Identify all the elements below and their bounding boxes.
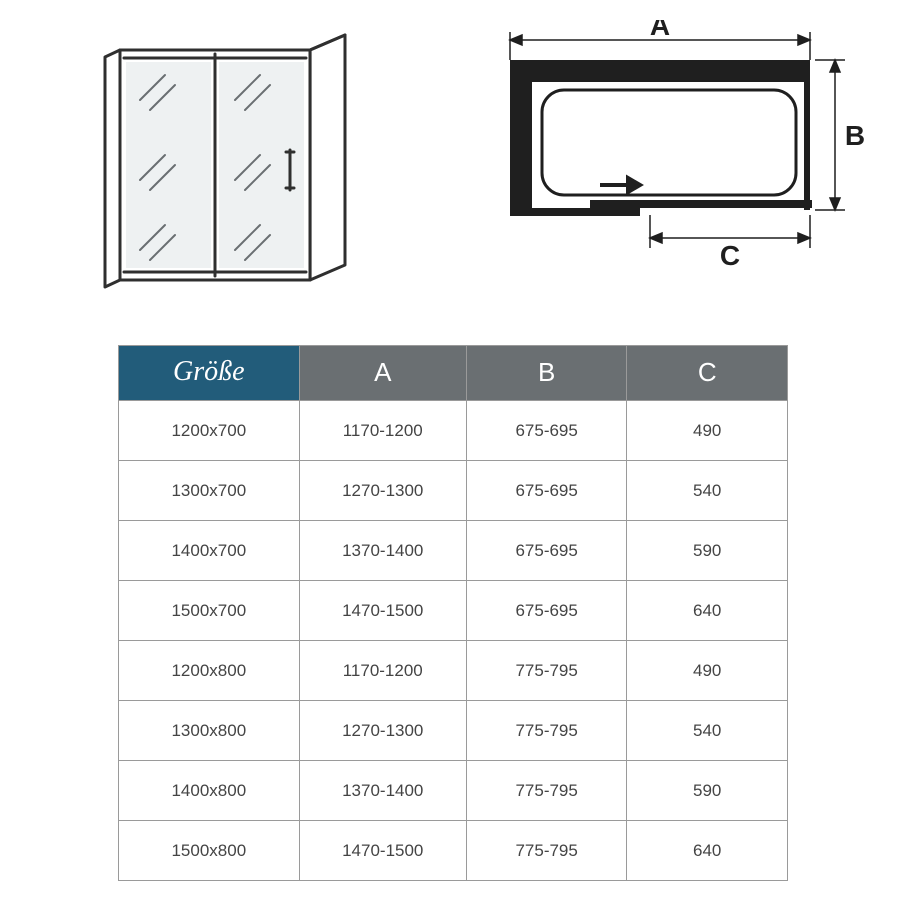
cell-size: 1200x800 (119, 641, 300, 701)
table-row: 1500x7001470-1500675-695640 (119, 581, 788, 641)
cell-c: 590 (627, 761, 788, 821)
dimensions-table: Größe A B C 1200x7001170-1200675-6954901… (118, 345, 788, 881)
cell-b: 775-795 (466, 821, 627, 881)
table-header-row: Größe A B C (119, 346, 788, 401)
cell-b: 675-695 (466, 521, 627, 581)
cell-a: 1170-1200 (299, 641, 466, 701)
cell-c: 540 (627, 461, 788, 521)
plan-view-diagram: A B (470, 20, 870, 280)
dim-label-a: A (650, 20, 670, 41)
dim-label-b: B (845, 120, 865, 151)
table-row: 1300x7001270-1300675-695540 (119, 461, 788, 521)
cell-a: 1370-1400 (299, 761, 466, 821)
cell-size: 1200x700 (119, 401, 300, 461)
cell-c: 590 (627, 521, 788, 581)
cell-size: 1500x800 (119, 821, 300, 881)
cell-a: 1370-1400 (299, 521, 466, 581)
table-row: 1200x8001170-1200775-795490 (119, 641, 788, 701)
cell-size: 1300x700 (119, 461, 300, 521)
cell-a: 1470-1500 (299, 821, 466, 881)
table-row: 1400x7001370-1400675-695590 (119, 521, 788, 581)
cell-a: 1470-1500 (299, 581, 466, 641)
cell-c: 490 (627, 641, 788, 701)
cell-a: 1270-1300 (299, 461, 466, 521)
cell-b: 675-695 (466, 461, 627, 521)
cell-size: 1400x700 (119, 521, 300, 581)
shower-door-isometric (100, 20, 360, 300)
col-header-b: B (466, 346, 627, 401)
cell-a: 1170-1200 (299, 401, 466, 461)
col-header-a: A (299, 346, 466, 401)
dim-label-c: C (720, 240, 740, 271)
col-header-c: C (627, 346, 788, 401)
table-row: 1400x8001370-1400775-795590 (119, 761, 788, 821)
cell-size: 1500x700 (119, 581, 300, 641)
table-row: 1500x8001470-1500775-795640 (119, 821, 788, 881)
cell-c: 540 (627, 701, 788, 761)
cell-size: 1400x800 (119, 761, 300, 821)
cell-size: 1300x800 (119, 701, 300, 761)
table-row: 1300x8001270-1300775-795540 (119, 701, 788, 761)
cell-b: 675-695 (466, 401, 627, 461)
cell-b: 775-795 (466, 761, 627, 821)
cell-c: 640 (627, 821, 788, 881)
col-header-size: Größe (119, 346, 300, 401)
cell-a: 1270-1300 (299, 701, 466, 761)
cell-c: 490 (627, 401, 788, 461)
diagram-panel: A B (100, 20, 860, 300)
cell-b: 775-795 (466, 641, 627, 701)
table-row: 1200x7001170-1200675-695490 (119, 401, 788, 461)
cell-b: 775-795 (466, 701, 627, 761)
cell-c: 640 (627, 581, 788, 641)
cell-b: 675-695 (466, 581, 627, 641)
